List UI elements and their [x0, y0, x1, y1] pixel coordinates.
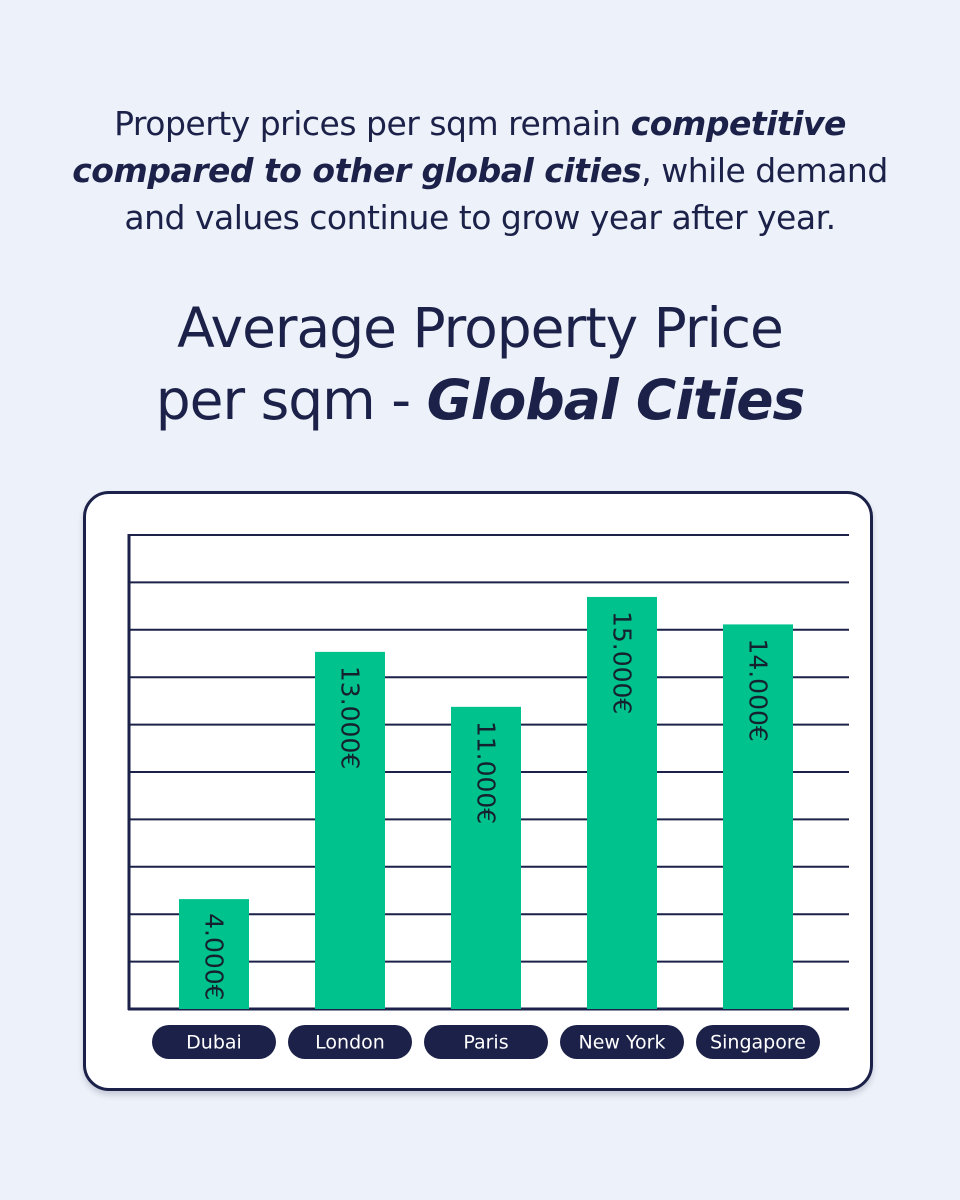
bar-value-label: 4.000€: [200, 913, 229, 1000]
bar-value-label: 14.000€: [744, 638, 773, 741]
chart-heading-line-2: per sqm - Global Cities: [60, 364, 900, 436]
bar-dubai: [179, 899, 249, 1009]
bar-paris: [451, 706, 521, 1009]
category-pill: Paris: [424, 1025, 548, 1059]
bar-new-york: [587, 596, 657, 1009]
intro-part-2: , while demand and values continue to gr…: [124, 151, 888, 237]
intro-emphasis: competitive compared to other global cit…: [72, 104, 846, 190]
category-label: New York: [578, 1032, 665, 1054]
bar-value-label: 13.000€: [336, 666, 365, 769]
bar-chart: 4.000€ Dubai 13.000€ London 11.000€ Paris 15.0…: [127, 534, 849, 1059]
bar-value-label: 15.000€: [608, 611, 637, 714]
category-pill-bg: [152, 1025, 276, 1059]
bar-singapore: [723, 624, 793, 1009]
category-pill-bg: [696, 1025, 820, 1059]
category-pill: London: [288, 1025, 412, 1059]
category-label: Dubai: [186, 1032, 242, 1054]
chart-heading: Average Property Price per sqm - Global …: [60, 292, 900, 436]
chart-heading-bold: Global Cities: [426, 368, 806, 432]
category-pill-bg: [424, 1025, 548, 1059]
chart-heading-plain: per sqm -: [155, 368, 427, 432]
bar-london: [315, 651, 385, 1009]
category-pill-bg: [560, 1025, 684, 1059]
category-label: London: [315, 1032, 385, 1054]
category-pill: New York: [560, 1025, 684, 1059]
category-pill: Singapore: [696, 1025, 820, 1059]
category-pill: Dubai: [152, 1025, 276, 1059]
category-label: Paris: [463, 1032, 508, 1054]
chart-card: 4.000€ Dubai 13.000€ London 11.000€ Paris 15.0…: [83, 491, 873, 1091]
category-label: Singapore: [710, 1032, 806, 1054]
category-pill-bg: [288, 1025, 412, 1059]
intro-text: Property prices per sqm remain competiti…: [60, 100, 900, 241]
bar-value-label: 11.000€: [472, 721, 501, 824]
intro-part-1: Property prices per sqm remain: [114, 104, 631, 143]
chart-heading-line-1: Average Property Price: [177, 296, 784, 360]
